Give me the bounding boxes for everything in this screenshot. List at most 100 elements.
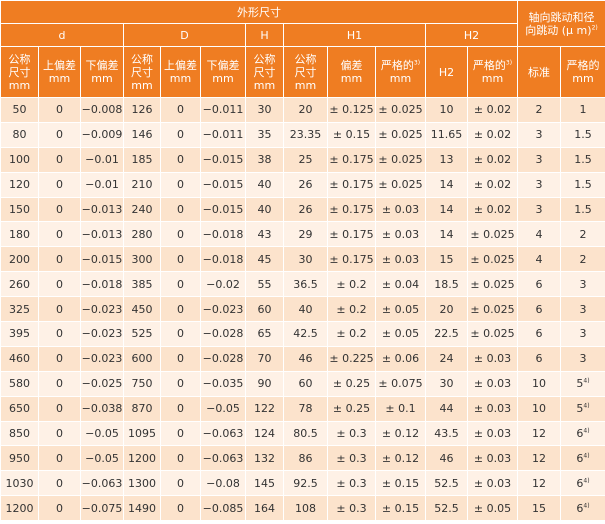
table-cell: 3 xyxy=(560,296,605,323)
table-cell: 850 xyxy=(0,420,39,447)
table-cell: ± 0.03 xyxy=(467,370,518,397)
table-cell: 12 xyxy=(517,420,561,447)
table-cell: −0.023 xyxy=(80,296,124,323)
table-cell: −0.013 xyxy=(80,196,124,223)
table-cell: 80 xyxy=(0,121,39,148)
table-cell: 164 xyxy=(245,495,284,522)
table-row: 650 0 −0.038 870 0 −0.05 122 78 ± 0.25 ± 0.1 44 ± 0… xyxy=(0,395,605,422)
table-cell: −0.063 xyxy=(200,420,246,447)
table-cell: 55 xyxy=(245,271,284,298)
table-cell: 46 xyxy=(283,345,328,372)
table-cell: −0.018 xyxy=(200,221,246,248)
table-cell: −0.028 xyxy=(200,345,246,372)
table-cell: 64) xyxy=(560,495,605,522)
column-header: 上偏差 mm xyxy=(38,46,81,98)
table-cell: 15 xyxy=(517,495,561,522)
table-cell: ± 0.2 xyxy=(327,321,376,347)
table-cell: 60 xyxy=(245,296,284,323)
table-cell: 0 xyxy=(38,121,81,148)
table-cell: ± 0.25 xyxy=(327,395,376,422)
table-cell: ± 0.025 xyxy=(467,221,518,248)
column-header: 下偏差 mm xyxy=(200,46,246,98)
header-row: d D H H1 H2 xyxy=(0,23,605,47)
table-cell: ± 0.175 xyxy=(327,146,376,173)
table-cell: ± 0.12 xyxy=(375,445,426,472)
table-cell: 26 xyxy=(283,196,328,223)
table-cell: 0 xyxy=(38,97,81,123)
table-cell: 13 xyxy=(425,146,468,173)
table-cell: 4 xyxy=(517,246,561,273)
table-cell: 0 xyxy=(160,97,201,123)
table-cell: ± 0.02 xyxy=(467,97,518,123)
cell-text: 6 xyxy=(576,451,584,465)
table-cell: 0 xyxy=(38,271,81,298)
table-cell: −0.018 xyxy=(200,246,246,273)
table-cell: 450 xyxy=(123,296,161,323)
table-cell: ± 0.05 xyxy=(375,321,426,347)
table-cell: 0 xyxy=(160,146,201,173)
table-cell: 240 xyxy=(123,196,161,223)
table-cell: 0 xyxy=(160,171,201,198)
table-cell: 108 xyxy=(283,495,328,522)
table-cell: 0 xyxy=(160,470,201,497)
table-cell: ± 0.03 xyxy=(375,196,426,223)
table-cell: ± 0.2 xyxy=(327,271,376,298)
table-cell: 0 xyxy=(160,321,201,347)
table-cell: 12 xyxy=(517,470,561,497)
table-cell: 22.5 xyxy=(425,321,468,347)
group-header: 轴向跳动和径 向跳动 (μ m)2) xyxy=(517,0,605,47)
table-row: 180 0 −0.013 280 0 −0.018 43 29 ± 0.175 ± 0.03 14 ±… xyxy=(0,221,605,248)
table-cell: 280 xyxy=(123,221,161,248)
table-cell: −0.023 xyxy=(200,296,246,323)
table-cell: 30 xyxy=(283,246,328,273)
table-cell: −0.038 xyxy=(80,395,124,422)
table-cell: 11.65 xyxy=(425,121,468,148)
table-cell: ± 0.3 xyxy=(327,445,376,472)
cell-text: 轴向跳动和径 向跳动 (μ m) xyxy=(525,10,595,37)
table-cell: ± 0.02 xyxy=(467,196,518,223)
table-cell: 870 xyxy=(123,395,161,422)
table-cell: ± 0.03 xyxy=(467,470,518,497)
table-body: 50 0 −0.008 126 0 −0.011 30 20 ± 0.125 ± 0.025 10 ±… xyxy=(0,97,605,522)
table-cell: 0 xyxy=(160,420,201,447)
column-header: 公称 尺寸 mm xyxy=(123,46,161,98)
table-cell: 0 xyxy=(38,296,81,323)
table-cell: ± 0.04 xyxy=(375,271,426,298)
table-cell: 1.5 xyxy=(560,196,605,223)
footnote-mark: 4) xyxy=(583,402,590,410)
table-cell: 26 xyxy=(283,171,328,198)
table-cell: 0 xyxy=(38,345,81,372)
table-row: 260 0 −0.018 385 0 −0.02 55 36.5 ± 0.2 ± 0.04 18.5… xyxy=(0,271,605,298)
table-cell: 6 xyxy=(517,271,561,298)
footnote-mark: 3) xyxy=(413,59,421,67)
sub-group-header: H xyxy=(245,23,284,47)
cell-text: 严格的 xyxy=(472,59,506,72)
table-cell: 20 xyxy=(283,97,328,123)
table-cell: 1 xyxy=(560,97,605,123)
table-cell: −0.023 xyxy=(80,345,124,372)
table-cell: −0.05 xyxy=(80,420,124,447)
table-cell: 100 xyxy=(0,146,39,173)
cell-text: 6 xyxy=(576,476,584,490)
table-cell: −0.035 xyxy=(200,370,246,397)
table-cell: 0 xyxy=(38,171,81,198)
table-cell: 145 xyxy=(245,470,284,497)
table-cell: 2 xyxy=(560,221,605,248)
table-cell: −0.05 xyxy=(80,445,124,472)
cell-text: 严格的 xyxy=(380,59,414,72)
table-cell: 126 xyxy=(123,97,161,123)
table-cell: 385 xyxy=(123,271,161,298)
table-cell: 3 xyxy=(517,121,561,148)
table-cell: 3 xyxy=(517,171,561,198)
table-cell: 50 xyxy=(0,97,39,123)
column-header: 严格的 mm xyxy=(560,46,605,98)
table-row: 395 0 −0.023 525 0 −0.028 65 42.5 ± 0.2 ± 0.05 22.… xyxy=(0,321,605,347)
column-header: 严格的3) mm xyxy=(467,46,518,98)
column-header: 公称 尺寸 mm xyxy=(0,46,39,98)
sub-group-header: H1 xyxy=(283,23,426,47)
table-cell: 65 xyxy=(245,321,284,347)
footnote-mark: 4) xyxy=(583,502,590,510)
table-cell: 210 xyxy=(123,171,161,198)
table-cell: 185 xyxy=(123,146,161,173)
table-row: 460 0 −0.023 600 0 −0.028 70 46 ± 0.225 ± 0.06 24 ±… xyxy=(0,345,605,372)
